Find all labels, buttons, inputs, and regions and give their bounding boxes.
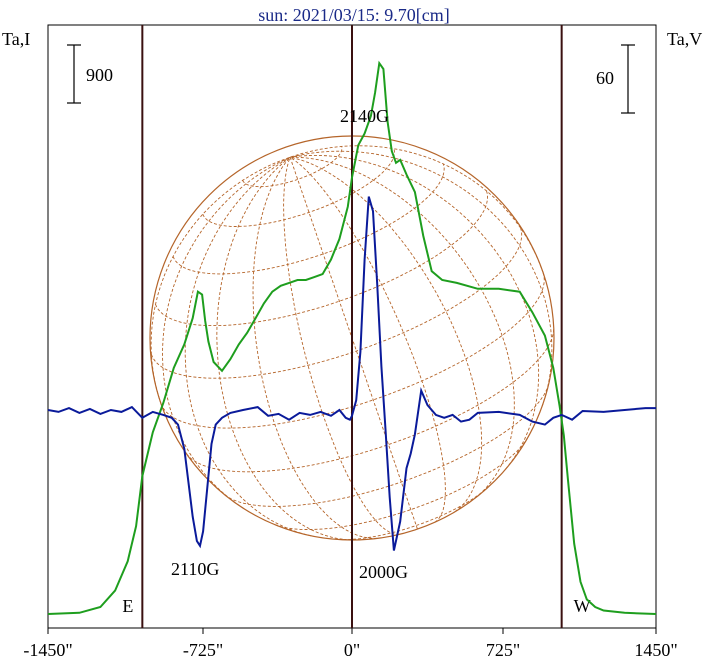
limb-marker-label: W (574, 596, 591, 616)
scale-bar-left: 900 (67, 44, 113, 104)
disk-grid-line (274, 438, 528, 530)
disk-grid-line (252, 156, 378, 539)
disk-grid (150, 145, 555, 541)
chart-title: sun: 2021/03/15: 9.70[cm] (258, 5, 450, 25)
disk-grid-line (150, 156, 291, 404)
disk-grid-line (283, 157, 400, 535)
disk-grid-line (172, 163, 445, 275)
disk-grid-line (216, 156, 353, 541)
disk-grid-line (289, 156, 446, 523)
disk-grid-line (289, 157, 418, 530)
limb-marker-label: E (122, 596, 133, 616)
scale-right-label: 60 (596, 68, 614, 88)
y-label-right: Ta,V (667, 29, 702, 49)
disk-grid-line (290, 156, 515, 499)
x-tick-label: -725" (183, 640, 223, 660)
x-tick-label: 1450" (634, 640, 677, 660)
disk-grid-line (186, 328, 555, 473)
x-tick-label: 725" (486, 640, 520, 660)
annotation-2110g: 2110G (171, 559, 219, 579)
x-tick-label: 0" (344, 640, 360, 660)
disk-grid-line (242, 146, 343, 188)
x-tick-label: -1450" (23, 640, 72, 660)
disk-grid-line (162, 156, 291, 509)
series-line-stokes-v (47, 196, 656, 551)
annotation-2000g: 2000G (359, 562, 408, 582)
series-line-stokes-i (47, 60, 657, 615)
scale-bar-right: 60 (596, 44, 635, 114)
scale-left-label: 900 (86, 65, 113, 85)
disk-grid-line (184, 156, 312, 537)
disk-grid-line (290, 150, 553, 407)
disk-grid-line (150, 227, 523, 379)
annotation-2140g: 2140G (340, 106, 389, 126)
disk-grid-line (202, 148, 395, 227)
disk-grid-line (289, 156, 483, 513)
x-axis: -1450" -725" 0" 725" 1450" (23, 628, 678, 660)
disk-group (149, 135, 555, 541)
y-label-left: Ta,I (2, 29, 30, 49)
disk-grid-line (337, 488, 487, 541)
